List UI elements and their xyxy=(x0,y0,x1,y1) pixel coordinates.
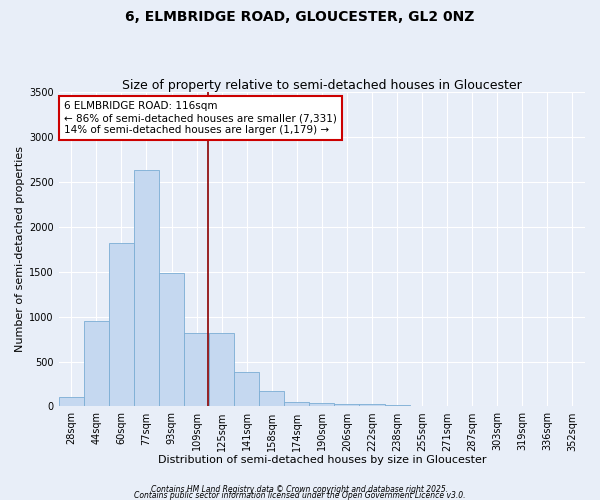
Text: Contains HM Land Registry data © Crown copyright and database right 2025.: Contains HM Land Registry data © Crown c… xyxy=(151,484,449,494)
Bar xyxy=(159,274,184,406)
Bar xyxy=(385,404,410,406)
Bar xyxy=(84,321,109,406)
Text: Contains public sector information licensed under the Open Government Licence v3: Contains public sector information licen… xyxy=(134,490,466,500)
Bar xyxy=(259,390,284,406)
Bar xyxy=(59,398,84,406)
Text: 6 ELMBRIDGE ROAD: 116sqm
← 86% of semi-detached houses are smaller (7,331)
14% o: 6 ELMBRIDGE ROAD: 116sqm ← 86% of semi-d… xyxy=(64,102,337,134)
Bar xyxy=(359,404,385,406)
X-axis label: Distribution of semi-detached houses by size in Gloucester: Distribution of semi-detached houses by … xyxy=(158,455,486,465)
Y-axis label: Number of semi-detached properties: Number of semi-detached properties xyxy=(15,146,25,352)
Bar xyxy=(209,333,234,406)
Text: 6, ELMBRIDGE ROAD, GLOUCESTER, GL2 0NZ: 6, ELMBRIDGE ROAD, GLOUCESTER, GL2 0NZ xyxy=(125,10,475,24)
Bar xyxy=(310,403,334,406)
Bar xyxy=(109,243,134,406)
Bar xyxy=(184,333,209,406)
Bar xyxy=(134,170,159,406)
Bar xyxy=(334,404,359,406)
Bar xyxy=(284,402,310,406)
Bar xyxy=(234,372,259,406)
Title: Size of property relative to semi-detached houses in Gloucester: Size of property relative to semi-detach… xyxy=(122,79,522,92)
